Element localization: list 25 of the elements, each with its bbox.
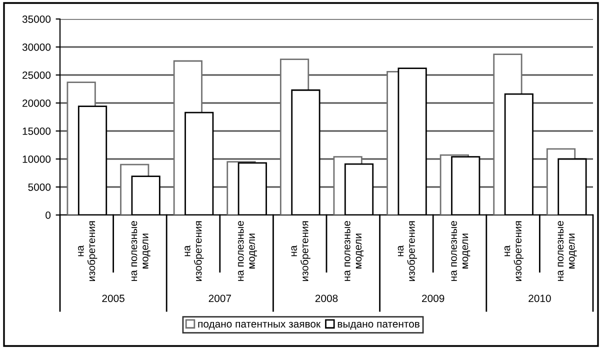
x-tick-label: на полезные модели — [344, 221, 364, 281]
x-tick-label: на полезные модели — [451, 221, 470, 281]
text: 2009 — [422, 294, 444, 302]
x-tick-label: на изобретения — [184, 221, 204, 281]
y-tick-label: 20000 — [22, 100, 51, 107]
x-tick-label: на полезные модели — [558, 221, 577, 281]
y-tick-label: 0 — [46, 212, 51, 219]
x-tick-label: на изобретения — [398, 221, 417, 281]
x-tick-label: на изобретения — [504, 221, 524, 281]
text: 2010 — [528, 294, 551, 302]
text: 2007 — [208, 294, 231, 302]
x-tick-label: на полезные модели — [131, 221, 150, 281]
x-tick-label: на полезные модели — [238, 221, 257, 281]
y-tick-label: 10000 — [22, 156, 51, 163]
text: 2008 — [315, 294, 338, 302]
x-tick-label: на изобретения — [291, 221, 310, 281]
y-tick-label: 35000 — [22, 16, 51, 23]
x-tick-label: на изобретения — [78, 221, 98, 281]
text: 2005 — [102, 294, 124, 302]
y-tick-label: 15000 — [22, 128, 51, 135]
y-tick-label: 5000 — [28, 184, 51, 191]
y-tick-label: 25000 — [22, 72, 51, 79]
legend-label: выдано патентов — [338, 322, 420, 330]
legend-label: подано патентных заявок — [198, 322, 321, 330]
y-tick-label: 30000 — [22, 44, 51, 51]
